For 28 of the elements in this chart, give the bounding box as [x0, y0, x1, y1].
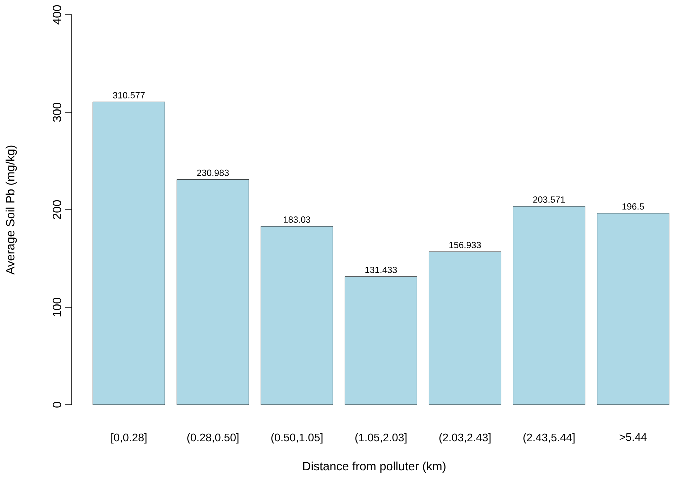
- y-tick-label: 400: [52, 5, 62, 25]
- x-tick-label: (2.43,5.44]: [524, 434, 575, 444]
- bar: [345, 276, 418, 406]
- bar: [176, 180, 250, 406]
- y-tick-label: 200: [52, 200, 62, 220]
- data-label: 183.03: [284, 216, 311, 224]
- x-tick-label: [0,0.28]: [112, 434, 147, 444]
- bar: [260, 226, 334, 406]
- data-label: 310.577: [113, 92, 145, 99]
- data-label: 196.5: [622, 204, 644, 210]
- data-label: 230.983: [197, 170, 230, 176]
- y-tick-label: 300: [52, 102, 62, 122]
- x-tick-label: (2.03,2.43]: [440, 434, 491, 444]
- x-axis-title: Distance from polluter (km): [303, 462, 446, 473]
- x-tick-label: (0.50,1.05]: [272, 434, 323, 444]
- x-tick-label: (1.05,2.03]: [356, 434, 407, 444]
- data-label: 156.933: [450, 242, 482, 248]
- y-tick-label: 0: [52, 402, 62, 408]
- bar: [429, 252, 502, 406]
- bar: [92, 102, 166, 406]
- data-label: 131.433: [366, 266, 398, 274]
- bar: [597, 213, 670, 406]
- y-axis-title: Average Soil Pb (mg/kg): [6, 146, 18, 275]
- y-tick-label: 100: [52, 298, 62, 317]
- x-tick-label: (0.28,0.50]: [188, 434, 239, 444]
- bar: [513, 206, 586, 406]
- data-label: 203.571: [533, 196, 566, 203]
- x-tick-label: >5.44: [620, 434, 647, 442]
